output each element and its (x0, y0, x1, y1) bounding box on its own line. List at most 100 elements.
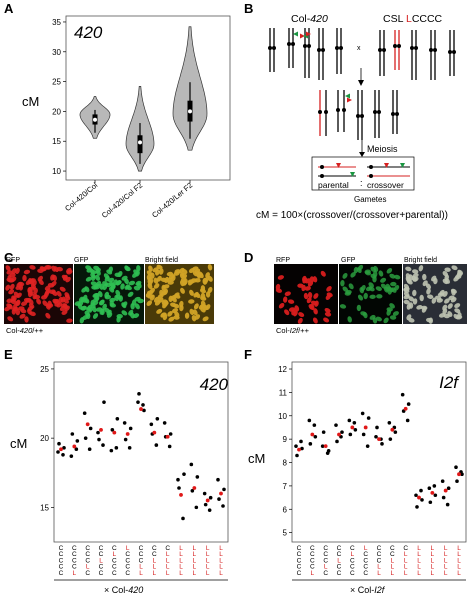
seed (42, 300, 48, 307)
seed (121, 302, 127, 309)
panel-e-data-point (208, 495, 213, 500)
seed (284, 309, 290, 316)
panel-e-mean-point (152, 430, 157, 435)
panel-e-data-point (142, 408, 146, 413)
centromere (448, 50, 452, 54)
panel-e-genotype-letter: L (113, 551, 117, 558)
seed (153, 283, 160, 289)
panel-f-mean-point (457, 472, 461, 477)
panel-f-genotype-letter: C (363, 570, 368, 577)
panel-f-data-point (405, 418, 410, 423)
panel-a-median-point (93, 117, 97, 122)
seed (408, 318, 415, 323)
seed (36, 298, 42, 305)
seed (85, 276, 92, 282)
seed (134, 296, 141, 302)
seed (50, 274, 55, 281)
panel-f-genotype-letter: L (457, 570, 461, 577)
panel-e-data-point (221, 504, 225, 508)
seed (29, 265, 36, 270)
seed (22, 274, 27, 282)
panel-e-mean-point (99, 427, 103, 432)
seed (442, 278, 449, 285)
panel-e-y-tick-label: 25 (40, 365, 49, 374)
panel-f-mean-point (363, 425, 368, 430)
seed (380, 277, 387, 283)
seed (91, 274, 96, 281)
panel-f-data-point (313, 435, 318, 439)
panel-e-mean-point (205, 498, 210, 503)
panel-f-ylabel: cM (248, 451, 265, 466)
seed (408, 296, 415, 302)
panel-d-channel-rfp: RFP (276, 257, 290, 264)
panel-f-genotype-letter: L (391, 557, 395, 564)
panel-f-genotype-letter: L (404, 570, 408, 577)
seed (360, 311, 367, 316)
seed (5, 284, 11, 291)
panel-e-data-point (155, 416, 160, 421)
seed (109, 281, 114, 288)
panel-e-data-point (194, 505, 199, 510)
seed (121, 310, 128, 316)
panel-f-data-point (446, 486, 451, 491)
gamete-centromere (320, 174, 324, 178)
panel-f-genotype-letter: C (323, 551, 328, 558)
panel-f-genotype-letter: L (404, 551, 408, 558)
seed (37, 268, 44, 274)
panel-f-genotype-letter: L (431, 545, 435, 552)
seed (376, 294, 383, 299)
seed (8, 289, 15, 295)
centromere (397, 44, 401, 48)
seed (95, 274, 101, 281)
panel-f-genotype-letter: L (417, 570, 421, 577)
panel-e-genotype-letter: L (179, 557, 183, 564)
panel-e-genotype-letter: L (166, 564, 170, 571)
panel-e-mean-point (192, 486, 197, 490)
seed (370, 273, 377, 279)
seed (313, 308, 318, 315)
parental-label: parental (318, 180, 349, 190)
panel-e-data-point (217, 497, 221, 501)
seed (135, 280, 142, 286)
seed (350, 272, 356, 278)
panel-f-data-point (432, 484, 437, 488)
panel-e-genotype-letter: C (112, 545, 117, 552)
panel-a-median-point (188, 109, 192, 114)
panel-e-data-point (154, 443, 159, 447)
seed (163, 284, 170, 289)
seed (156, 264, 163, 270)
seed (309, 276, 315, 283)
seed (389, 273, 396, 279)
seed (405, 276, 411, 283)
seed (23, 269, 31, 275)
panel-f-data-point (348, 432, 353, 437)
panel-f-data-point (321, 430, 326, 434)
crossover-label: crossover (367, 180, 404, 190)
seed (173, 315, 180, 320)
seed (193, 291, 199, 298)
panel-e-genotype-letter: L (206, 551, 210, 558)
seed (18, 306, 25, 311)
seed (326, 286, 332, 292)
seed (426, 288, 431, 295)
seed (207, 275, 213, 282)
seed (89, 268, 95, 275)
panel-f-genotype-letter: C (377, 557, 382, 564)
seed (324, 312, 332, 317)
panel-e-data-point (222, 487, 226, 492)
seed (444, 298, 450, 304)
panel-e-genotype-letter: L (153, 564, 157, 571)
panel-a-y-axis: 10 15 20 25 30 35 (52, 18, 66, 176)
seed (84, 310, 90, 317)
seed (74, 301, 81, 306)
panel-f-genotype-letter: L (337, 557, 341, 564)
panel-f-y-tick-label: 5 (283, 529, 288, 538)
panel-e-genotype-letter: C (99, 570, 104, 577)
panel-e-genotype-letter: L (179, 564, 183, 571)
seed (325, 294, 331, 300)
panel-f-data-point (320, 444, 325, 448)
seed (444, 267, 451, 272)
seed (81, 287, 87, 293)
centromere (414, 46, 418, 50)
panel-f-y-tick-label: 8 (283, 459, 288, 468)
